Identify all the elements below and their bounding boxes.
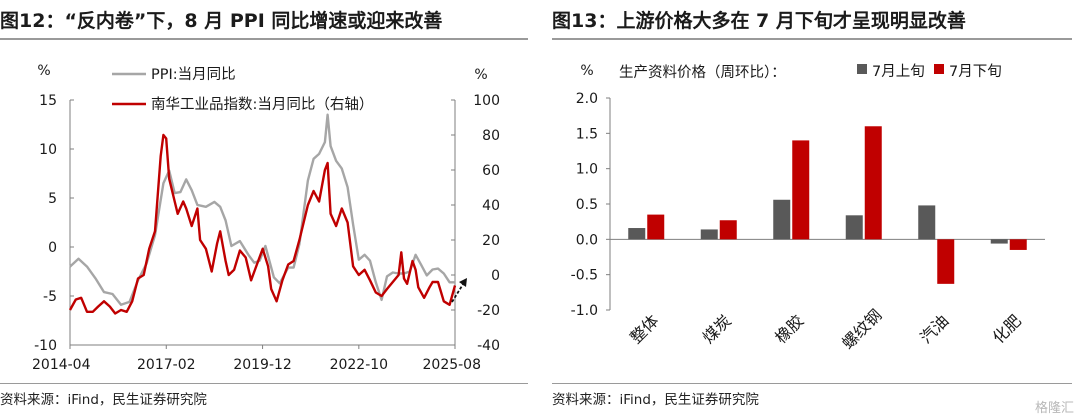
right-y-tick-label: 80: [482, 128, 500, 144]
bar: [628, 228, 646, 240]
right-y-tick-label: 100: [473, 93, 500, 109]
right-panel: 图13：上游价格大多在 7 月下旬才呈现明显改善 % 2.0 1.5 1.0 0.5 0.…: [552, 0, 1080, 420]
legend-label: PPI:当月同比: [151, 66, 236, 83]
right-source-divider: [552, 383, 1072, 384]
category-label: 螺纹钢: [838, 305, 885, 352]
y-tick-label: 0.0: [576, 232, 598, 248]
left-y-tick-label: 15: [39, 93, 57, 109]
x-tick-label: 2019-12: [233, 357, 292, 373]
ppi-line-chart: % % 15 10 5 0 -5 -10 100 80 60 40 20 0 -20 -40 2014-04 20…: [32, 63, 500, 373]
bar: [700, 229, 718, 240]
bar: [647, 214, 665, 240]
category-label: 化肥: [989, 311, 1025, 347]
bar: [918, 205, 936, 240]
y-tick-label: 0.5: [576, 197, 598, 213]
left-chart-title: 图12：“反内卷”下，8 月 PPI 同比增速或迎来改善: [0, 10, 443, 32]
left-y-tick-label: -10: [34, 338, 57, 354]
left-y-tick-label: 5: [48, 191, 57, 207]
nanhua-series-line: [68, 133, 457, 315]
bar: [845, 215, 863, 240]
left-panel: 图12：“反内卷”下，8 月 PPI 同比增速或迎来改善 %% 15 10 5 0 -5 -…: [0, 10, 528, 408]
trend-arrow-head: [459, 278, 467, 287]
bar: [864, 126, 882, 240]
x-tick-label: 2014-04: [32, 357, 91, 373]
left-y-unit: %: [37, 63, 50, 79]
category-label: 整体: [626, 311, 662, 347]
category-label: 煤炭: [699, 311, 735, 347]
right-title-divider: [552, 38, 1072, 40]
legend-label: 南华工业品指数:当月同比（右轴）: [151, 96, 373, 113]
bar: [719, 220, 737, 240]
right-chart-title: 图13：上游价格大多在 7 月下旬才呈现明显改善: [552, 10, 966, 32]
watermark-logo: 格隆汇: [1034, 401, 1074, 416]
right-y-tick-label: -20: [477, 303, 500, 319]
bar: [792, 140, 810, 240]
legend-swatch: [857, 64, 867, 74]
legend-swatch: [934, 64, 944, 74]
y-tick-label: -1.0: [571, 303, 598, 319]
y-unit: %: [580, 63, 593, 79]
right-y-tick-label: 60: [482, 163, 500, 179]
legend-title: 生产资料价格（周环比）：: [619, 64, 786, 81]
x-tick-label: 2017-02: [137, 357, 196, 373]
right-source-note: 资料来源：iFind，民生证券研究院: [552, 392, 759, 408]
y-tick-label: 1.0: [576, 162, 598, 178]
left-y-tick-label: 0: [48, 240, 57, 256]
bar: [990, 239, 1008, 244]
category-label: 汽油: [916, 311, 952, 347]
left-source-divider: [0, 383, 528, 384]
x-tick-label: 2022-10: [330, 357, 389, 373]
left-y-tick-label: 10: [39, 142, 57, 158]
y-tick-label: -0.5: [571, 268, 598, 284]
bar: [937, 239, 955, 284]
y-tick-label: 2.0: [576, 91, 598, 107]
left-source-note: 资料来源：iFind，民生证券研究院: [0, 392, 207, 408]
legend-label: 7月上旬: [872, 63, 925, 80]
right-y-tick-label: -40: [477, 338, 500, 354]
left-title-divider: [0, 38, 528, 40]
right-y-tick-label: 0: [491, 268, 500, 284]
right-y-tick-label: 20: [482, 233, 500, 249]
price-bar-chart: % 2.0 1.5 1.0 0.5 0.0 -0.5 -1.0 生产资料价格（周环比）： 7月上旬…: [571, 63, 1045, 353]
legend-label: 7月下旬: [949, 63, 1002, 80]
right-y-tick-label: 40: [482, 198, 500, 214]
left-y-tick-label: -5: [43, 289, 57, 305]
y-tick-label: 1.5: [576, 126, 598, 142]
right-y-unit: %: [474, 67, 487, 83]
bar: [773, 199, 791, 240]
bar: [1009, 239, 1027, 250]
x-tick-label: 2025-08: [423, 357, 482, 373]
category-label: 橡胶: [771, 311, 807, 347]
